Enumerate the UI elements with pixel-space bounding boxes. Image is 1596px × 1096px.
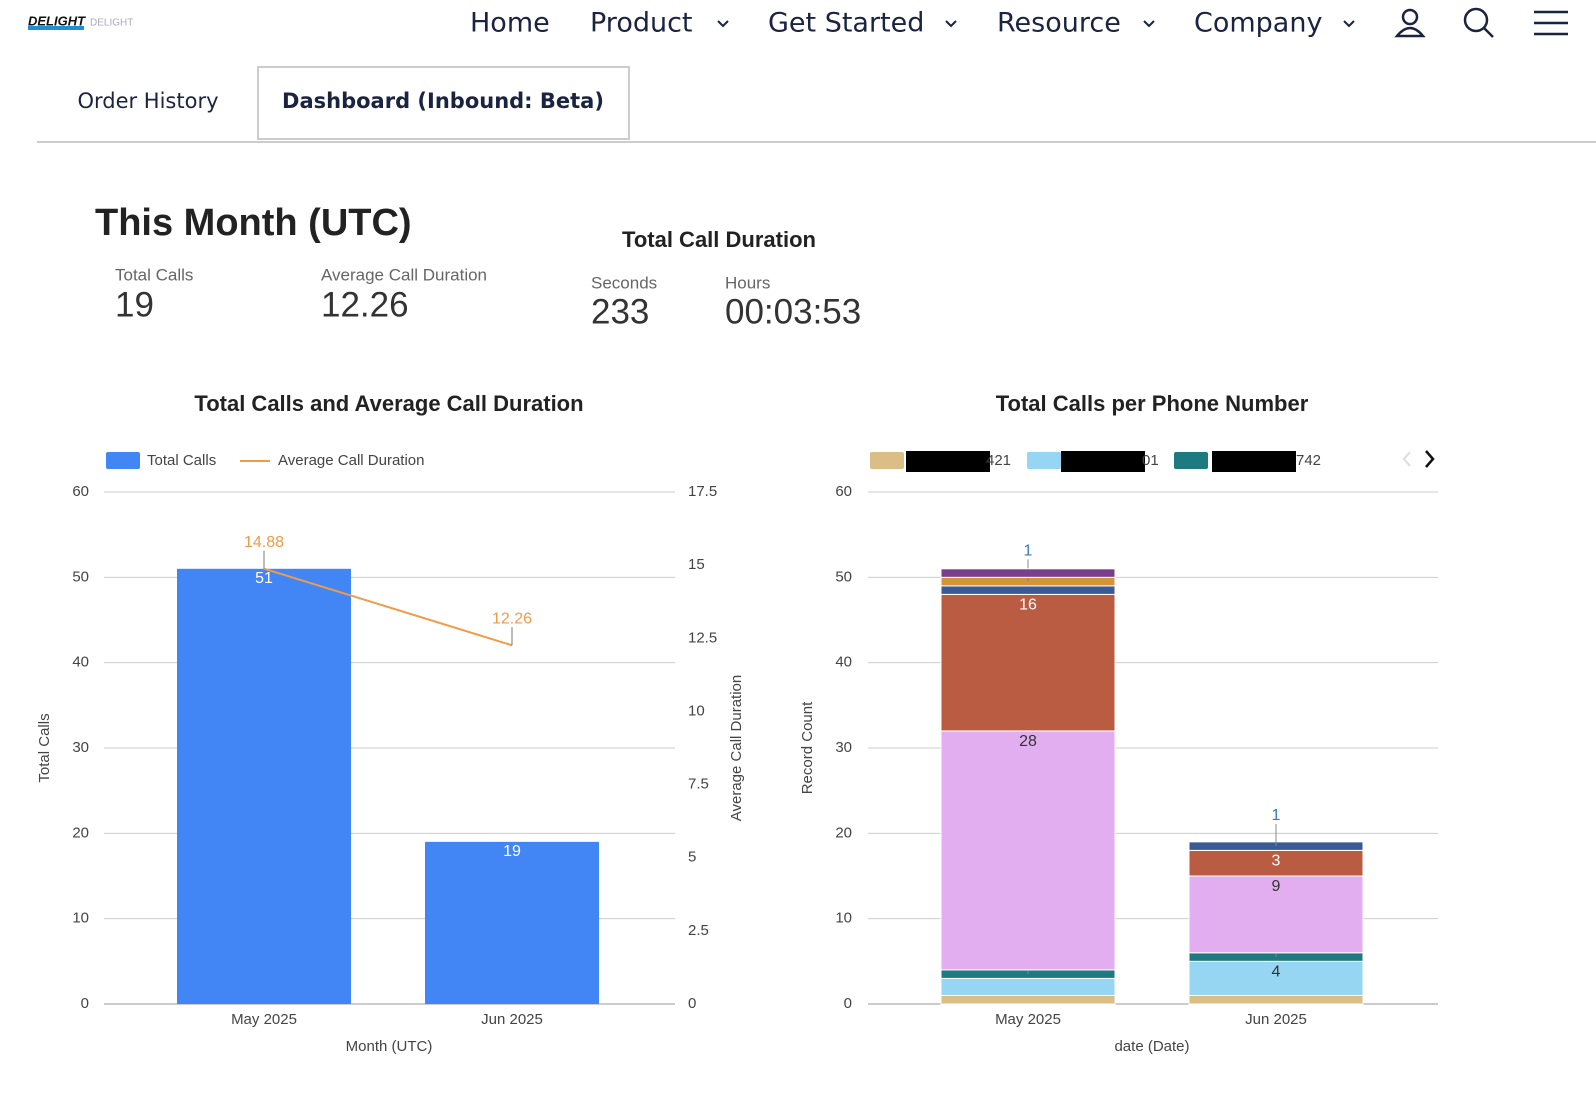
bar-segment <box>940 593 1116 732</box>
data-label: 12.26 <box>492 611 532 628</box>
y-tick-label: 40 <box>72 654 89 671</box>
redaction <box>1061 451 1145 472</box>
y-tick-label: 50 <box>72 568 89 585</box>
nav-link[interactable]: Product <box>590 8 693 39</box>
logo-sub: DELIGHT <box>90 18 133 29</box>
legend-swatch <box>106 452 140 469</box>
logo-bar <box>28 26 84 30</box>
bar <box>177 568 351 1004</box>
data-label: 14.88 <box>244 534 284 551</box>
y-tick-label: 40 <box>835 654 852 671</box>
search-icon[interactable] <box>1463 7 1494 38</box>
data-label: 4 <box>1272 964 1281 981</box>
bar <box>425 841 599 1004</box>
chart-title: Total Calls per Phone Number <box>996 391 1309 416</box>
nav-link[interactable]: Home <box>470 8 550 39</box>
y-tick-label: 0 <box>844 995 852 1012</box>
y-tick-label: 50 <box>835 568 852 585</box>
bar-segment <box>1188 994 1364 1005</box>
stat-value: 00:03:53 <box>725 292 861 331</box>
user-icon[interactable] <box>1394 8 1426 38</box>
stat-label: Total Calls <box>115 265 193 284</box>
y-tick-label: 30 <box>835 739 852 756</box>
y-axis-title: Total Calls <box>36 713 53 782</box>
summary-title: This Month (UTC) <box>95 202 412 244</box>
bar-segment <box>940 585 1116 595</box>
stat-value: 12.26 <box>321 285 409 324</box>
bar-segment <box>1188 849 1364 877</box>
nav-link[interactable]: Get Started <box>768 8 924 39</box>
y-tick-label: 20 <box>835 824 852 841</box>
x-tick-label: Jun 2025 <box>481 1011 543 1028</box>
legend-label: Total Calls <box>147 452 216 469</box>
data-label: 16 <box>1019 597 1037 614</box>
legend-label: 421 <box>986 452 1011 469</box>
nav-link[interactable]: Resource <box>997 8 1121 39</box>
bar-segment <box>1188 960 1364 996</box>
duration-title: Total Call Duration <box>622 227 816 252</box>
y2-tick-label: 2.5 <box>688 922 709 939</box>
stat-label: Hours <box>725 273 770 292</box>
bar-segment <box>1188 875 1364 954</box>
redaction <box>906 451 990 472</box>
legend-swatch <box>1174 452 1208 469</box>
bar-segment <box>940 730 1116 971</box>
y-tick-label: 20 <box>72 824 89 841</box>
y2-tick-label: 5 <box>688 849 696 866</box>
data-label: 1 <box>1024 543 1033 560</box>
x-axis-title: Month (UTC) <box>346 1038 433 1055</box>
x-axis-title: date (Date) <box>1114 1038 1189 1055</box>
chart-title: Total Calls and Average Call Duration <box>194 391 583 416</box>
legend-swatch <box>1027 452 1061 469</box>
tab[interactable]: Order History <box>77 89 218 113</box>
y2-tick-label: 17.5 <box>688 483 717 500</box>
bar-segment <box>940 994 1116 1005</box>
stat-label: Seconds <box>591 273 657 292</box>
tab[interactable]: Dashboard (Inbound: Beta) <box>282 89 604 113</box>
bar-segment <box>940 977 1116 996</box>
legend-swatch <box>870 452 904 469</box>
legend-next[interactable] <box>1425 450 1435 468</box>
data-label: 28 <box>1019 733 1037 750</box>
logo[interactable]: DELIGHT <box>28 13 86 28</box>
active-tab[interactable] <box>257 66 630 140</box>
y-tick-label: 0 <box>81 995 89 1012</box>
y2-tick-label: 7.5 <box>688 776 709 793</box>
y2-tick-label: 15 <box>688 556 705 573</box>
y2-tick-label: 10 <box>688 702 705 719</box>
line <box>263 567 513 647</box>
legend-label: 742 <box>1296 452 1321 469</box>
menu-icon[interactable] <box>1534 10 1568 36</box>
stat-value: 233 <box>591 292 649 331</box>
data-label: 19 <box>503 843 521 860</box>
chevrons <box>717 20 1355 28</box>
y2-tick-label: 0 <box>688 995 696 1012</box>
y-tick-label: 60 <box>72 483 89 500</box>
x-tick-label: May 2025 <box>231 1011 297 1028</box>
x-tick-label: Jun 2025 <box>1245 1011 1307 1028</box>
nav-link[interactable]: Company <box>1194 8 1322 39</box>
y-tick-label: 10 <box>72 910 89 927</box>
bar-segment <box>940 568 1116 578</box>
redaction <box>1212 451 1296 472</box>
x-tick-label: May 2025 <box>995 1011 1061 1028</box>
legend-label: 01 <box>1142 452 1159 469</box>
data-label: 9 <box>1272 878 1281 895</box>
y2-axis-title: Average Call Duration <box>728 675 745 821</box>
data-label: 51 <box>255 570 273 587</box>
y-tick-label: 60 <box>835 483 852 500</box>
stat-value: 19 <box>115 285 154 324</box>
data-label: 3 <box>1272 853 1281 870</box>
legend-label: Average Call Duration <box>278 452 424 469</box>
y-tick-label: 10 <box>835 910 852 927</box>
y2-tick-label: 12.5 <box>688 629 717 646</box>
y-tick-label: 30 <box>72 739 89 756</box>
stat-label: Average Call Duration <box>321 265 487 284</box>
data-label: 1 <box>1272 807 1281 824</box>
y-axis-title: Record Count <box>799 701 816 794</box>
legend-prev[interactable] <box>1402 451 1411 467</box>
